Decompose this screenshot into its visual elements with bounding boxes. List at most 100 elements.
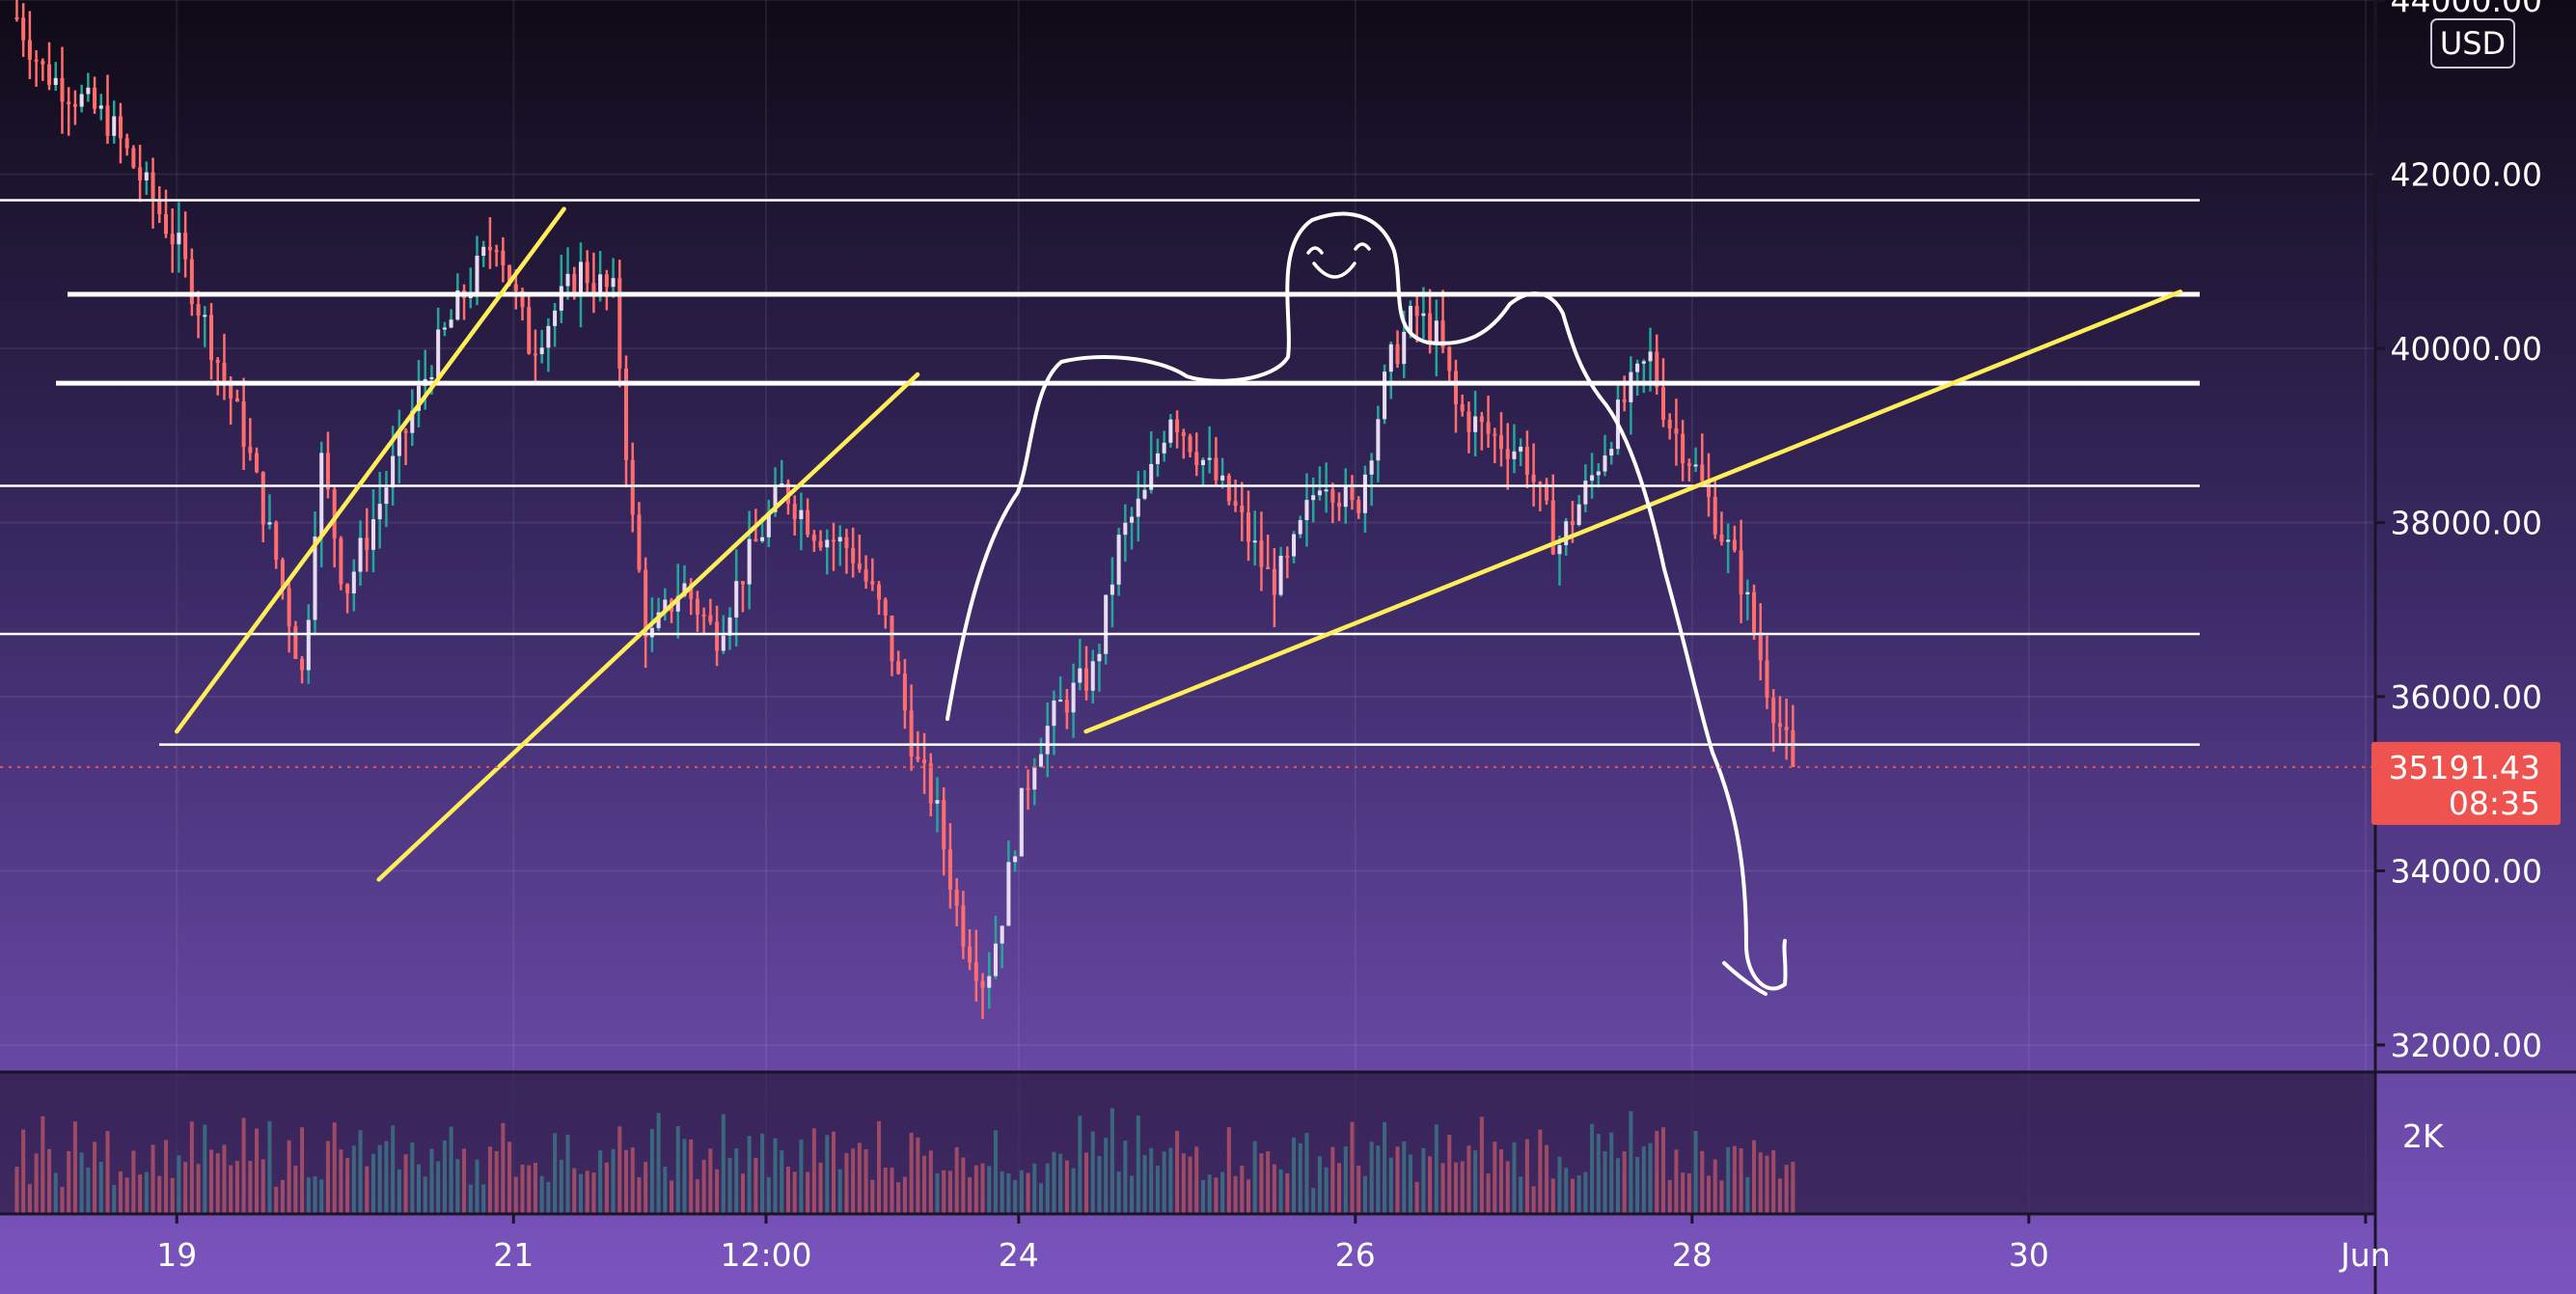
candle-body [21,17,26,41]
volume-bar [831,1131,836,1214]
candle-body [935,800,940,804]
volume-bar [203,1124,207,1214]
volume-bar [112,1185,117,1214]
volume-bar [370,1153,375,1214]
candle-body [118,116,123,139]
candle-body [968,946,973,963]
candle-body [1155,453,1160,464]
volume-bar [792,1171,797,1214]
volume-bar [138,1174,143,1214]
candle-body [1266,566,1271,569]
candle-body [280,560,285,589]
trendlines[interactable] [174,206,2183,882]
volume-bar [1149,1147,1154,1214]
volume-bar [799,1140,804,1214]
volume-bar [255,1128,260,1214]
candle-body [410,410,415,433]
volume-bar [1524,1139,1529,1214]
candle-body [1674,428,1679,434]
volume-bar [1739,1147,1743,1214]
volume-pane [0,1073,2375,1214]
candle-body [539,347,544,354]
candle-body [255,453,260,473]
candle-body [1531,474,1536,482]
volume-bar [1538,1129,1543,1214]
volume-bar [1240,1166,1245,1214]
time-tick-label: 12:00 [720,1236,811,1274]
candle-body [1038,754,1044,767]
trendline[interactable] [174,206,566,734]
candle-body [267,522,272,525]
volume-bar [1188,1156,1192,1214]
currency-badge-box[interactable] [2430,18,2515,69]
candle-body [591,283,596,293]
candle-body [928,762,933,804]
volume-bar [961,1157,966,1214]
volume-bar [1440,1163,1445,1214]
volume-bar [513,1176,518,1214]
volume-bar [1603,1151,1607,1214]
volume-bar [708,1148,713,1214]
candle-body [1324,489,1329,492]
volume-bar [72,1121,77,1214]
candle-body [151,172,155,202]
candle-body [189,259,194,305]
volume-bar [721,1114,726,1214]
candle-body [857,563,862,569]
volume-bar [1220,1171,1225,1214]
volume-bar [1777,1178,1782,1214]
candle-body [475,256,480,292]
candle-body [773,486,778,512]
volume-bar [391,1125,396,1214]
candle-body [1311,495,1316,501]
volume-bar [1362,1175,1367,1214]
volume-bar [954,1146,959,1214]
candle-body [1473,416,1478,432]
candle-body [1395,344,1400,365]
volume-bar [857,1143,862,1214]
volume-bar [1414,1181,1419,1214]
volume-bar [818,1162,823,1214]
volume-bar [1719,1180,1724,1214]
candle-body [1603,455,1607,472]
volume-bar [1013,1179,1018,1214]
volume-bar [403,1154,408,1214]
volume-bar [1590,1123,1595,1214]
candle-body [1713,496,1717,535]
candle-body [370,519,375,550]
volume-bar [1609,1132,1614,1214]
candle-body [293,626,298,659]
candle-body [1428,313,1433,344]
horizontal-levels[interactable] [0,199,2200,746]
candle-body [112,116,117,136]
candle-body [1019,787,1024,857]
trendline[interactable] [376,372,920,882]
candle-body [630,459,635,515]
volume-bar [1207,1174,1212,1214]
currency-badge-label[interactable]: USD [2440,25,2506,62]
candle-body [455,289,460,320]
volume-bar [909,1132,914,1214]
candle-body [287,588,291,627]
volume-bar [701,1159,706,1214]
trendline[interactable] [1083,289,2183,734]
volume-bar [1745,1176,1750,1214]
currency-badge[interactable]: USD [2430,18,2515,69]
candle-body [131,148,136,168]
volume-bar [1473,1150,1478,1214]
candle-body [397,430,401,456]
volume-bar [883,1167,888,1214]
volume-bar [1681,1172,1685,1214]
volume-bar [93,1142,97,1214]
volume-bar [649,1129,654,1214]
candle-body [319,453,324,537]
candle-body [157,201,162,215]
volume-bar [916,1137,920,1214]
candle-body [306,619,311,671]
volume-bar [604,1162,609,1214]
candle-body [1660,387,1665,421]
candle-body [416,385,422,411]
volume-bar [215,1153,220,1214]
